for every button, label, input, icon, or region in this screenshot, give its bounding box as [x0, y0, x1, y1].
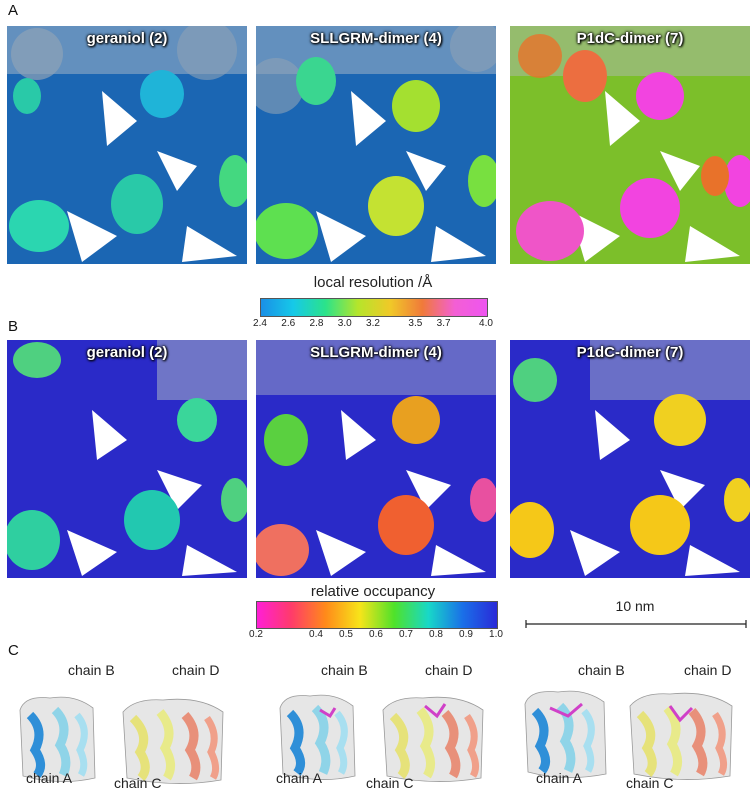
resolution-map-p1dc: P1dC-dimer (7) [510, 26, 750, 264]
occupancy-map-sllgrm: SLLGRM-dimer (4) [256, 340, 496, 578]
colorbar-tick-label: 3.0 [337, 318, 352, 329]
colorbar-tick-label: 0.5 [339, 629, 353, 640]
chain-label-a: chain A [26, 770, 72, 786]
occupancy-map-p1dc: P1dC-dimer (7) [510, 340, 750, 578]
tile-title: geraniol (2) [86, 344, 168, 361]
scalebar [524, 617, 748, 629]
colorbar-tick-label: 0.7 [399, 629, 413, 640]
colorbar-tick-label: 3.2 [366, 318, 380, 329]
chain-label-b: chain B [321, 662, 368, 678]
colorbar-tick-label: 2.6 [281, 318, 296, 329]
chain-label-a: chain A [276, 770, 322, 786]
tile-title: P1dC-dimer (7) [576, 344, 684, 361]
colorbar-resolution-ticks: 2.4 2.6 2.8 3.0 3.2 3.5 3.7 4.0 [253, 318, 493, 332]
colorbar-tick-label: 0.2 [249, 629, 263, 640]
chain-label-b: chain B [68, 662, 115, 678]
colorbar-tick-label: 0.9 [459, 629, 473, 640]
tile-title: P1dC-dimer (7) [576, 30, 684, 47]
colorbar-tick-label: 3.5 [408, 318, 423, 329]
occupancy-map-geraniol: geraniol (2) [7, 340, 247, 578]
chain-label-b: chain B [578, 662, 625, 678]
panel-letter-b: B [8, 318, 19, 335]
colorbar-resolution-title: local resolution /Å [313, 274, 433, 291]
colorbar-resolution [260, 298, 488, 317]
colorbar-tick-label: 1.0 [489, 629, 503, 640]
colorbar-tick-label: 0.6 [369, 629, 383, 640]
structure-group-3 [520, 686, 745, 786]
tile-title: geraniol (2) [86, 30, 168, 47]
panel-letter-c: C [8, 642, 19, 659]
structure-group-1 [15, 690, 235, 790]
chain-label-a: chain A [536, 770, 582, 786]
chain-label-d: chain D [425, 662, 473, 678]
tile-title: SLLGRM-dimer (4) [310, 344, 442, 361]
tile-title: SLLGRM-dimer (4) [310, 30, 442, 47]
colorbar-tick-label: 3.7 [436, 318, 451, 329]
chain-label-d: chain D [684, 662, 732, 678]
colorbar-occupancy-title: relative occupancy [310, 583, 436, 600]
colorbar-tick-label: 4.0 [479, 318, 493, 329]
colorbar-tick-label: 0.8 [429, 629, 443, 640]
resolution-map-geraniol: geraniol (2) [7, 26, 247, 264]
panel-letter-a: A [8, 2, 19, 19]
colorbar-tick-label: 0.4 [309, 629, 323, 640]
chain-label-d: chain D [172, 662, 220, 678]
structure-group-2 [275, 688, 495, 788]
scalebar-label: 10 nm [615, 598, 655, 614]
colorbar-tick-label: 2.4 [253, 318, 267, 329]
resolution-map-sllgrm: SLLGRM-dimer (4) [256, 26, 496, 264]
chain-label-c: chain C [626, 775, 674, 791]
colorbar-occupancy [256, 601, 498, 629]
chain-label-c: chain C [114, 775, 162, 791]
colorbar-tick-label: 2.8 [309, 318, 324, 329]
chain-label-c: chain C [366, 775, 414, 791]
colorbar-occupancy-ticks: 0.2 0.4 0.5 0.6 0.7 0.8 0.9 1.0 [249, 629, 503, 643]
